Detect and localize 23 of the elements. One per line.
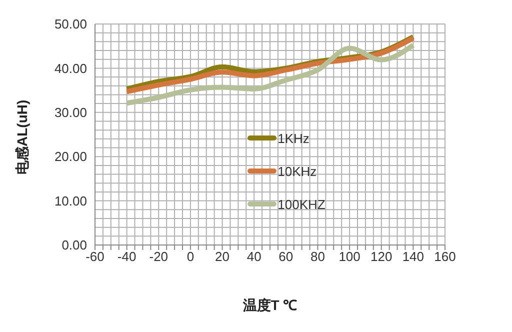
x-axis-title: 温度T ℃: [242, 297, 298, 313]
y-axis-title: 电感AL(uH): [14, 100, 30, 174]
x-tick-label: 160: [434, 249, 456, 264]
x-tick-label: 0: [186, 249, 194, 264]
y-tick-label: 20.00: [54, 149, 87, 164]
legend-label: 1KHz: [278, 130, 310, 146]
y-tick-label: 0.00: [62, 238, 87, 253]
x-tick-label: 80: [310, 249, 325, 264]
x-tick-label: 60: [278, 249, 294, 264]
x-tick-label: 140: [402, 249, 424, 264]
x-tick-label: 40: [246, 249, 262, 264]
x-tick-label: 120: [370, 249, 392, 264]
x-tick-label: -20: [149, 249, 168, 264]
legend-label: 100KHZ: [278, 196, 326, 212]
y-tick-label: 30.00: [54, 105, 87, 120]
x-tick-label: 20: [215, 249, 230, 264]
x-tick-label: -60: [86, 249, 104, 264]
legend-label: 10KHz: [278, 164, 317, 178]
y-tick-label: 10.00: [54, 193, 87, 208]
y-tick-label: 40.00: [54, 60, 87, 76]
x-tick-label: 100: [338, 249, 360, 264]
x-tick-label: -40: [117, 249, 136, 264]
y-tick-label: 50.00: [54, 16, 87, 32]
